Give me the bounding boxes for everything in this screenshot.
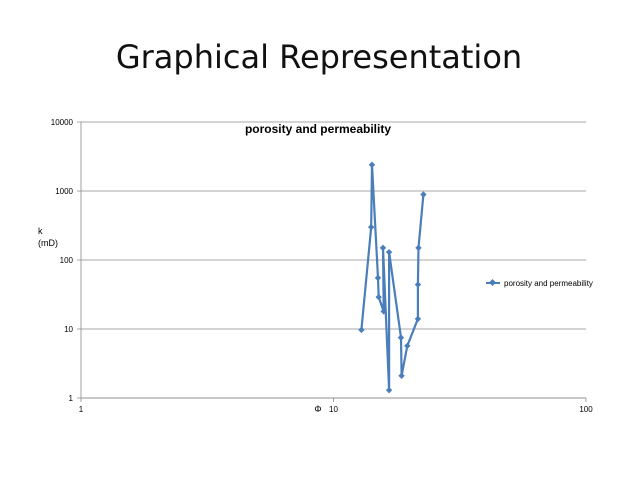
data-point	[367, 223, 375, 231]
data-point	[397, 334, 405, 341]
data-point	[414, 281, 422, 288]
data-point	[375, 293, 382, 301]
legend: porosity and permeability	[486, 278, 593, 288]
y-tick-label: 10	[64, 325, 73, 334]
data-point	[415, 244, 422, 252]
y-axis-label-line-2: (mD)	[38, 238, 58, 248]
series-group	[358, 161, 427, 394]
x-tick-label: 10	[329, 405, 338, 414]
data-point	[414, 315, 422, 323]
data-point	[368, 161, 376, 168]
y-tick-label: 1	[69, 394, 74, 403]
x-tick-label: 1	[79, 405, 84, 414]
grid-lines	[77, 121, 586, 399]
y-axis-label-line-1: k	[38, 226, 43, 236]
y-tick-label: 10000	[51, 118, 74, 127]
legend-label: porosity and permeability	[504, 279, 593, 288]
series-line	[360, 163, 425, 392]
data-point	[358, 326, 365, 334]
data-point	[385, 386, 393, 394]
chart-title: porosity and permeability	[245, 122, 391, 136]
data-point	[385, 248, 393, 256]
data-point	[420, 191, 427, 198]
legend-marker	[488, 278, 497, 287]
data-point	[380, 308, 387, 315]
axes: 1 10 100 1000 10000 1 10 100	[51, 118, 593, 414]
data-point	[398, 372, 405, 379]
data-point	[404, 342, 411, 350]
x-tick-label: 100	[579, 405, 593, 414]
data-point	[374, 274, 382, 282]
slide-title: Graphical Representation	[115, 38, 523, 76]
data-point	[379, 244, 387, 252]
x-axis-label: Φ	[314, 404, 321, 414]
y-tick-label: 1000	[55, 187, 73, 196]
y-tick-label: 100	[60, 256, 74, 265]
